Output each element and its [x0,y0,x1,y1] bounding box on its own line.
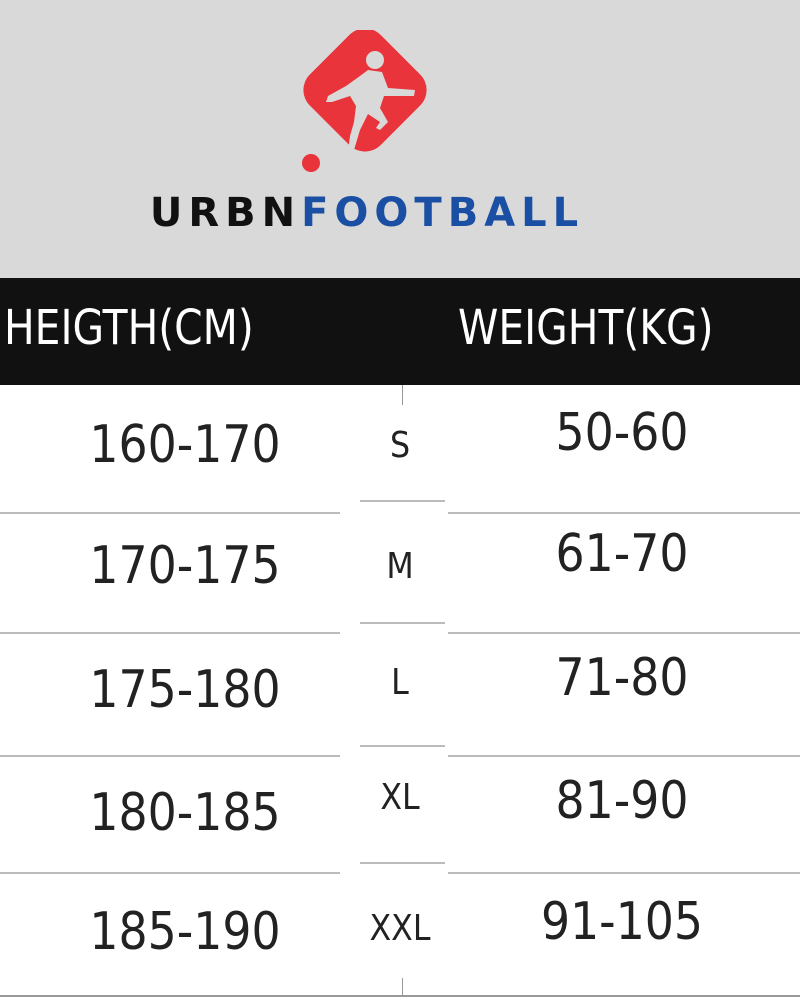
table-row: 170-175 M 61-70 [0,512,800,632]
divider [402,385,403,405]
row-divider [448,632,800,634]
brand-part2: FOOTBALL [301,190,585,236]
row-divider [448,755,800,757]
weight-cell: 71-80 [555,648,689,708]
weight-cell: 50-60 [555,403,689,463]
height-cell: 185-190 [89,902,281,962]
divider [402,978,403,995]
height-cell: 180-185 [89,783,281,843]
row-divider [448,512,800,514]
size-cell: XXL [369,908,431,949]
brand-wordmark: URBNFOOTBALL [0,190,734,236]
table-header: HEIGTH(CM) WEIGHT(KG) [0,278,800,385]
weight-cell: 91-105 [540,892,704,952]
row-divider [360,745,445,747]
table-row: 160-170 S 50-60 [0,385,800,512]
row-divider [0,632,340,634]
size-cell: M [386,546,414,587]
height-cell: 170-175 [89,536,281,596]
table-bottom-border [0,995,800,997]
row-divider [0,872,340,874]
table-row: 175-180 L 71-80 [0,632,800,755]
row-divider [448,872,800,874]
brand-part1: URBN [149,190,302,236]
row-divider [0,512,340,514]
logo-banner: URBNFOOTBALL [0,0,800,278]
header-weight: WEIGHT(KG) [458,300,714,356]
weight-cell: 81-90 [555,771,689,831]
size-cell: L [391,662,409,703]
header-height: HEIGTH(CM) [4,300,254,356]
table-row: 185-190 XXL 91-105 [0,872,800,995]
row-divider [360,500,445,502]
table-row: 180-185 XL 81-90 [0,755,800,872]
size-cell: XL [380,777,420,818]
row-divider [0,755,340,757]
row-divider [360,862,445,864]
row-divider [360,622,445,624]
weight-cell: 61-70 [555,524,689,584]
height-cell: 175-180 [89,660,281,720]
football-player-logo-icon [302,30,427,172]
size-cell: S [389,425,411,466]
height-cell: 160-170 [89,415,281,475]
